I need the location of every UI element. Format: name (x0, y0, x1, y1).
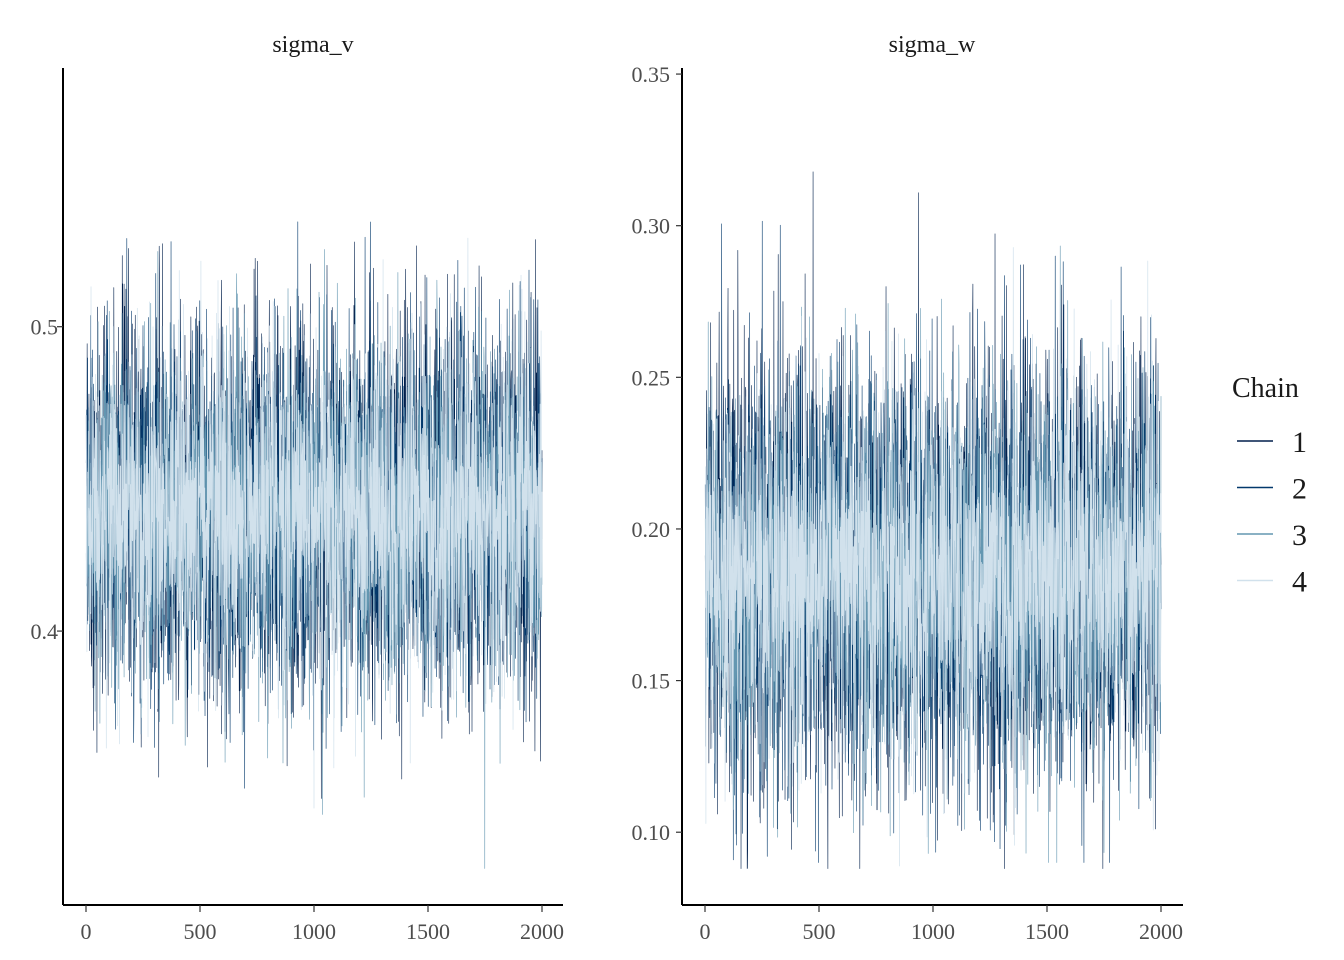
axes-layer: 0 500 1000 1500 2000 0.10 0.15 0.20 0.25 0.30 0.35 (632, 62, 1183, 944)
y-tick-label: 0.4 (31, 619, 59, 644)
x-tick-label: 1000 (292, 919, 336, 944)
legend: Chain 1 2 3 4 (1232, 373, 1307, 599)
panel-title-sigma-w: sigma_w (889, 32, 976, 58)
y-tick-label: 0.25 (632, 365, 671, 390)
y-tick-label: 0.35 (632, 62, 671, 87)
x-tick-label: 2000 (1139, 919, 1183, 944)
y-tick-label: 0.30 (632, 214, 671, 239)
legend-label-chain-1: 1 (1292, 426, 1307, 459)
x-tick-label: 1500 (406, 919, 450, 944)
y-tick-label: 0.10 (632, 820, 671, 845)
x-tick-label: 500 (184, 919, 217, 944)
legend-label-chain-3: 3 (1292, 519, 1307, 552)
legend-label-chain-2: 2 (1292, 473, 1307, 506)
x-tick-label: 0 (700, 919, 711, 944)
legend-label-chain-4: 4 (1292, 566, 1307, 599)
y-tick-label: 0.20 (632, 517, 671, 542)
x-tick-label: 1000 (911, 919, 955, 944)
x-tick-label: 2000 (520, 919, 564, 944)
legend-entries: 1 2 3 4 (1237, 426, 1307, 599)
panel-title-sigma-v: sigma_v (272, 32, 353, 58)
y-tick-label: 0.5 (31, 315, 59, 340)
axes-layer: 0 500 1000 1500 2000 0.4 0.5 (31, 68, 564, 944)
x-tick-label: 0 (81, 919, 92, 944)
legend-title: Chain (1232, 373, 1299, 404)
x-tick-label: 1500 (1025, 919, 1069, 944)
x-tick-label: 500 (803, 919, 836, 944)
trace-line-chain-4 (704, 247, 1162, 867)
series-layer (85, 221, 543, 869)
panel-sigma-v: sigma_v 0 500 1000 1500 2000 0.4 0.5 (31, 32, 565, 944)
panel-sigma-w: sigma_w 0 500 1000 1500 2000 0.10 0.15 0.20 0.25… (632, 32, 1183, 944)
y-tick-label: 0.15 (632, 669, 671, 694)
trace-line-chain-4 (85, 237, 543, 809)
series-layer (704, 171, 1162, 869)
